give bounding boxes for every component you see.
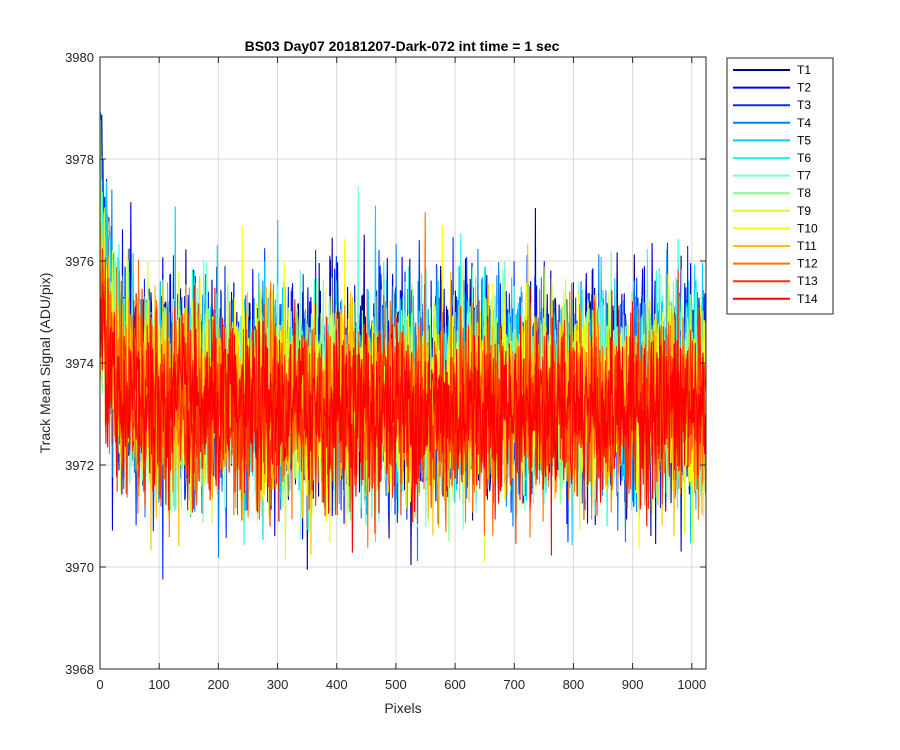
y-tick-label: 3972 bbox=[65, 458, 94, 473]
y-tick-label: 3970 bbox=[65, 560, 94, 575]
y-tick-label: 3978 bbox=[65, 152, 94, 167]
x-tick-label: 1000 bbox=[677, 677, 706, 692]
y-tick-labels: 3968 3970 3972 3974 3976 3978 3980 bbox=[65, 50, 94, 677]
x-tick-label: 200 bbox=[208, 677, 230, 692]
x-tick-label: 0 bbox=[96, 677, 103, 692]
x-tick-label: 700 bbox=[503, 677, 525, 692]
x-axis-label: Pixels bbox=[384, 700, 421, 716]
x-tick-label: 500 bbox=[385, 677, 407, 692]
x-tick-label: 100 bbox=[148, 677, 170, 692]
axis-ticks bbox=[99, 56, 706, 670]
legend-label-t7: T7 bbox=[797, 169, 811, 183]
legend-label-t14: T14 bbox=[797, 292, 818, 306]
x-tick-label: 400 bbox=[326, 677, 348, 692]
legend-items: T1 T2 T3 T4 T5 T6 T7 T8 T9 T10 T11 T12 T13 T14 bbox=[733, 63, 818, 306]
x-tick-label: 900 bbox=[622, 677, 644, 692]
y-tick-label: 3968 bbox=[65, 662, 94, 677]
legend-label-t12: T12 bbox=[797, 257, 818, 271]
series-lines bbox=[99, 112, 707, 580]
legend-label-t6: T6 bbox=[797, 151, 811, 165]
legend-label-t3: T3 bbox=[797, 98, 811, 112]
legend-box bbox=[726, 57, 834, 315]
legend-label-t13: T13 bbox=[797, 274, 818, 288]
legend-label-t1: T1 bbox=[797, 63, 811, 77]
y-tick-label: 3976 bbox=[65, 254, 94, 269]
x-tick-label: 800 bbox=[563, 677, 585, 692]
legend-label-t10: T10 bbox=[797, 221, 818, 235]
legend-label-t2: T2 bbox=[797, 81, 811, 95]
y-axis-label: Track Mean Signal (ADU/pix) bbox=[37, 273, 53, 454]
legend-label-t4: T4 bbox=[797, 116, 811, 130]
x-tick-label: 600 bbox=[444, 677, 466, 692]
legend: T1 T2 T3 T4 T5 T6 T7 T8 T9 T10 T11 T12 T13 T14 bbox=[726, 57, 834, 315]
x-tick-labels: 0 100 200 300 400 500 600 700 800 900 1000 bbox=[96, 677, 706, 692]
series-line-t14 bbox=[99, 284, 707, 556]
y-tick-label: 3974 bbox=[65, 356, 94, 371]
y-tick-label: 3980 bbox=[65, 50, 94, 65]
chart-title: BS03 Day07 20181207-Dark-072 int time = … bbox=[245, 38, 560, 54]
legend-label-t8: T8 bbox=[797, 186, 811, 200]
legend-label-t5: T5 bbox=[797, 133, 811, 147]
legend-label-t9: T9 bbox=[797, 204, 811, 218]
plot-area bbox=[99, 56, 707, 670]
x-tick-label: 300 bbox=[267, 677, 289, 692]
legend-label-t11: T11 bbox=[797, 239, 817, 253]
